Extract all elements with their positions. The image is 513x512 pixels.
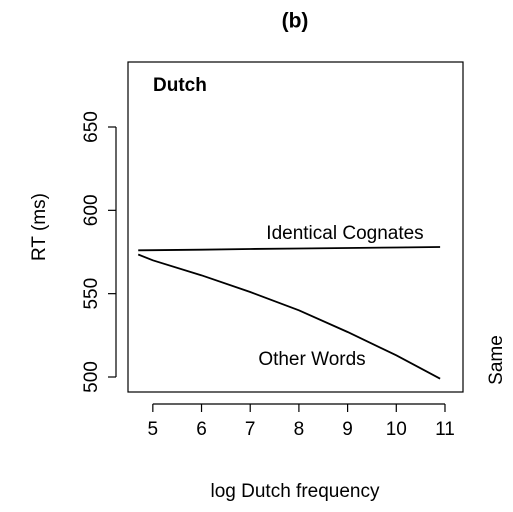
x-tick-label: 5 xyxy=(148,419,159,440)
y-tick-label: 600 xyxy=(81,194,102,226)
x-tick-label: 10 xyxy=(386,419,407,440)
y-tick-label: 650 xyxy=(81,111,102,143)
y-tick-label: 500 xyxy=(81,361,102,393)
side-text: Same xyxy=(486,335,507,385)
chart-title: (b) xyxy=(282,10,309,33)
x-tick-label: 8 xyxy=(294,419,305,440)
x-tick-label: 6 xyxy=(196,419,207,440)
x-axis-label: log Dutch frequency xyxy=(211,481,380,502)
x-tick-label: 9 xyxy=(342,419,353,440)
x-tick-label: 7 xyxy=(245,419,256,440)
y-tick-label: 550 xyxy=(81,278,102,310)
plot-frame xyxy=(127,61,464,393)
panel-label: Dutch xyxy=(153,75,207,96)
series-label: Other Words xyxy=(258,349,365,370)
series-line xyxy=(138,246,441,252)
series-line xyxy=(137,253,441,380)
x-tick-label: 11 xyxy=(435,419,455,440)
y-axis-label: RT (ms) xyxy=(29,193,50,261)
series-label: Identical Cognates xyxy=(266,223,423,244)
